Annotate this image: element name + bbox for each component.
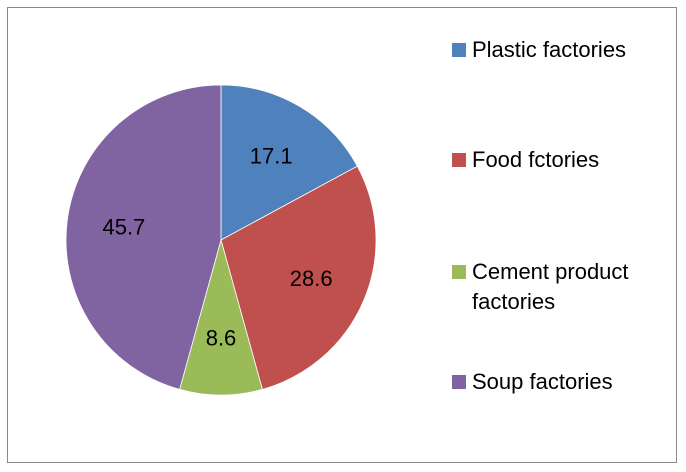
data-label-food: 28.6 [290,266,333,291]
data-label-plastic: 17.1 [250,143,293,168]
legend-label-plastic: Plastic factories [472,37,627,62]
legend-label-soup: Soup factories [472,369,613,394]
legend-item-soup: Soup factories [452,367,672,397]
legend-swatch-food [452,153,466,167]
data-label-soup: 45.7 [102,214,145,239]
data-label-cement: 8.6 [206,326,237,351]
pie-slice-plastic [220,84,358,241]
pie-slice-cement [179,238,263,396]
legend-swatch-soup [452,375,466,389]
legend-item-cement: Cement product factories [452,257,632,317]
legend-label-food: Food fctories [472,147,600,172]
legend-item-plastic: Plastic factories [452,35,632,65]
legend-swatch-plastic [452,43,466,57]
legend-label-cement: Cement product factories [472,259,629,314]
pie-slice-food [220,165,377,390]
legend-swatch-cement [452,265,466,279]
pie-slice-soup [65,84,222,390]
legend-item-food: Food fctories [452,145,672,175]
